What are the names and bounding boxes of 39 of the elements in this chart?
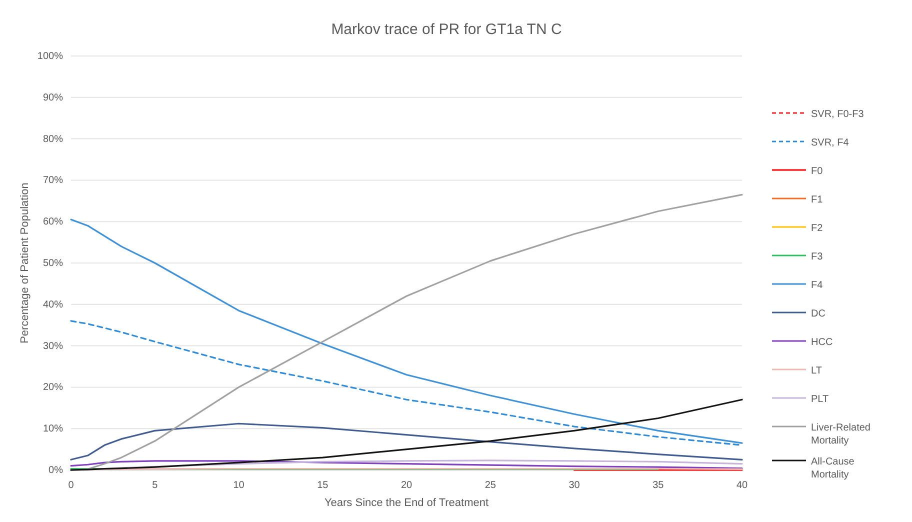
y-tick-label: 50% [42, 258, 64, 269]
legend-label: HCC [811, 337, 833, 348]
x-tick-label: 15 [317, 480, 329, 491]
y-tick-label: 10% [42, 424, 64, 435]
legend-label: F1 [811, 194, 824, 206]
y-axis-title: Percentage of Patient Population [19, 182, 31, 344]
y-tick-label: 90% [42, 92, 64, 104]
legend-label: F2 [811, 223, 824, 234]
legend-label: Liver-Related Mortality [811, 422, 870, 446]
y-tick-label: 30% [42, 340, 64, 352]
y-tick-label: 70% [42, 175, 64, 186]
y-tick-label: 0% [48, 465, 64, 476]
legend-label: F0 [811, 166, 824, 177]
x-tick-label: 30 [568, 480, 580, 491]
line-series [70, 422, 743, 460]
x-tick-label: 5 [152, 480, 158, 491]
x-tick-label: 25 [484, 480, 496, 491]
legend-label: SVR, F0-F3 [811, 109, 864, 120]
line-series [70, 218, 743, 444]
y-tick-label: 20% [42, 382, 64, 394]
legend-label: All-Cause Mortality [811, 456, 855, 480]
chart-title: Markov trace of PR for GT1a TN C [331, 21, 562, 38]
x-tick-label: 40 [736, 480, 748, 491]
legend-label: F4 [811, 280, 824, 291]
y-tick-label: 80% [42, 134, 64, 145]
legend-label: SVR, F4 [811, 138, 850, 148]
y-tick-label: 60% [42, 216, 64, 228]
legend-label: LT [811, 366, 822, 376]
x-tick-label: 35 [652, 480, 664, 491]
y-tick-label: 100% [37, 51, 64, 62]
x-tick-label: 10 [233, 480, 245, 491]
x-tick-label: 0 [68, 480, 74, 491]
y-tick-label: 40% [42, 299, 64, 310]
legend-label: DC [811, 308, 826, 320]
x-tick-label: 20 [400, 480, 412, 491]
legend-label: F3 [811, 252, 824, 262]
line-series [70, 398, 743, 471]
legend-label: PLT [811, 394, 829, 405]
x-axis-title: Years Since the End of Treatment [324, 497, 489, 509]
